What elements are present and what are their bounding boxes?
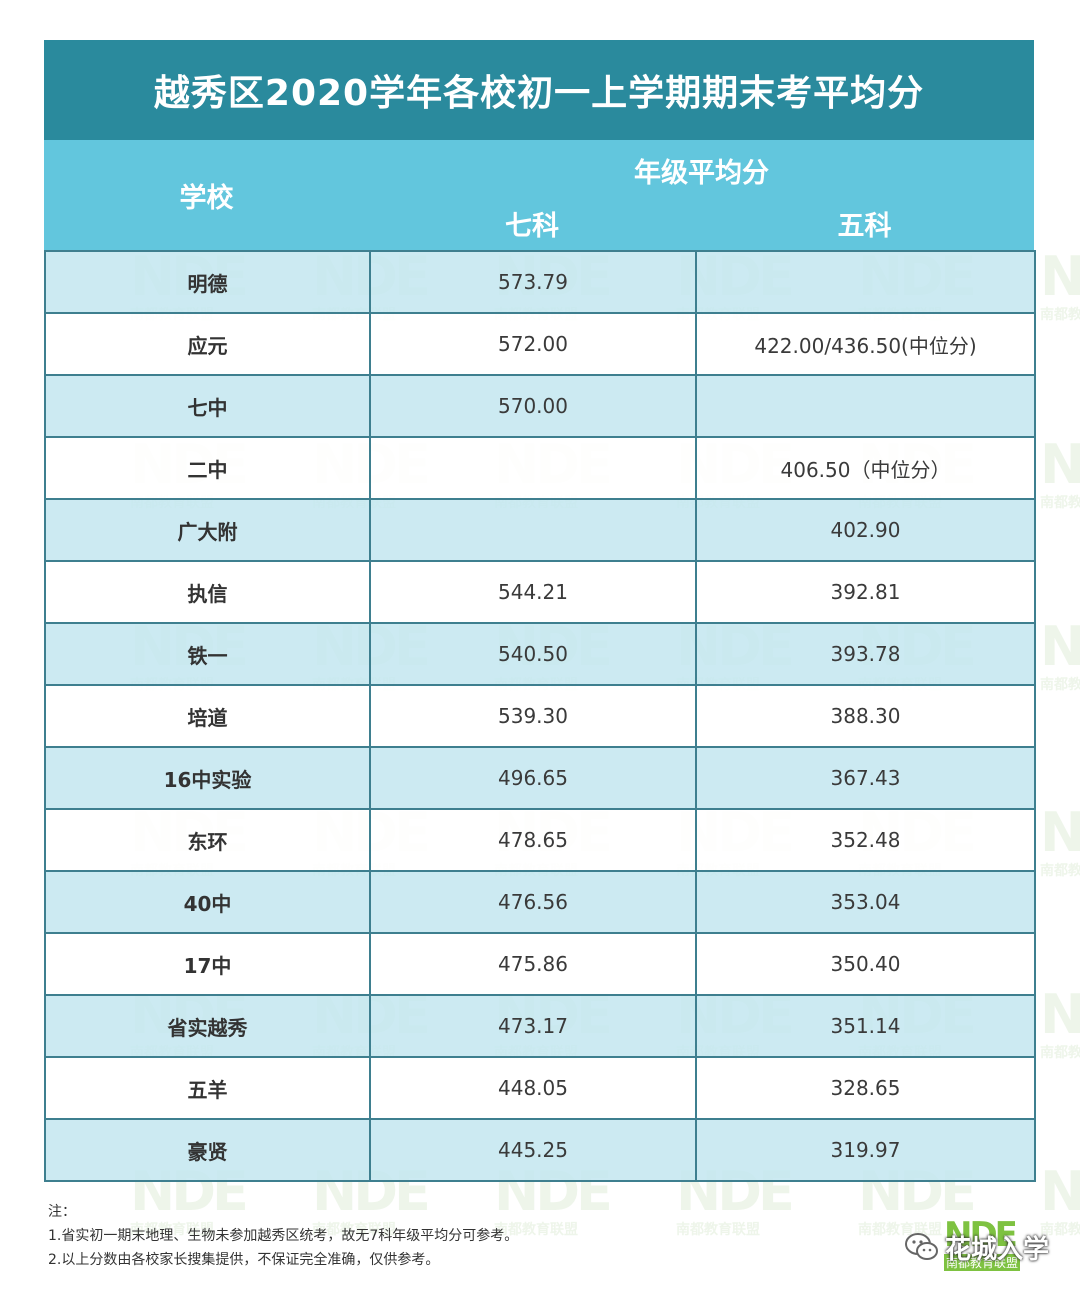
score-table: 越秀区2020学年各校初一上学期期末考平均分 学校 年级平均分 七科 五科 明德… (44, 40, 1036, 1182)
seven-subject-score-cell (369, 436, 697, 500)
notes: 注： 1.省实初一期末地理、生物未参加越秀区统考，故无7科年级平均分可参考。 2… (48, 1200, 518, 1272)
five-subject-score-cell: 351.14 (695, 994, 1036, 1058)
school-cell: 广大附 (44, 498, 371, 562)
table-row: 40中 476.56 353.04 (44, 870, 1036, 934)
five-subject-score-cell: 350.40 (695, 932, 1036, 996)
five-subject-score-cell (695, 374, 1036, 438)
seven-subject-score-cell: 572.00 (369, 312, 697, 376)
school-cell: 二中 (44, 436, 371, 500)
school-cell: 铁一 (44, 622, 371, 686)
school-cell: 应元 (44, 312, 371, 376)
table-row: 东环 478.65 352.48 (44, 808, 1036, 872)
school-cell: 17中 (44, 932, 371, 996)
seven-subject-score-cell: 496.65 (369, 746, 697, 810)
table-row: 豪贤 445.25 319.97 (44, 1118, 1036, 1182)
table-row: 应元 572.00 422.00/436.50(中位分) (44, 312, 1036, 376)
note-line-2: 2.以上分数由各校家长搜集提供，不保证完全准确，仅供参考。 (48, 1252, 440, 1268)
table-title: 越秀区2020学年各校初一上学期期末考平均分 (44, 40, 1034, 140)
seven-subject-score-cell: 475.86 (369, 932, 697, 996)
header-grade-average: 年级平均分 (634, 157, 769, 189)
seven-subject-score-cell: 540.50 (369, 622, 697, 686)
table-row: 广大附 402.90 (44, 498, 1036, 562)
table-row: 二中 406.50（中位分） (44, 436, 1036, 500)
table-row: 16中实验 496.65 367.43 (44, 746, 1036, 810)
note-line-1: 1.省实初一期末地理、生物未参加越秀区统考，故无7科年级平均分可参考。 (48, 1228, 519, 1244)
table-row: 省实越秀 473.17 351.14 (44, 994, 1036, 1058)
table-row: 明德 573.79 (44, 250, 1036, 314)
school-cell: 40中 (44, 870, 371, 934)
five-subject-score-cell: 393.78 (695, 622, 1036, 686)
seven-subject-score-cell: 539.30 (369, 684, 697, 748)
nde-logo-subtitle: 南都教育联盟 (944, 1254, 1021, 1271)
header-seven-subjects: 七科 (505, 210, 559, 242)
five-subject-score-cell: 392.81 (695, 560, 1036, 624)
wechat-account-badge: 花城入学 (905, 1222, 1049, 1272)
seven-subject-score-cell: 448.05 (369, 1056, 697, 1120)
notes-label: 注： (48, 1204, 76, 1220)
table-row: 执信 544.21 392.81 (44, 560, 1036, 624)
five-subject-score-cell: 388.30 (695, 684, 1036, 748)
school-cell: 省实越秀 (44, 994, 371, 1058)
school-cell: 东环 (44, 808, 371, 872)
seven-subject-score-cell: 478.65 (369, 808, 697, 872)
seven-subject-score-cell: 473.17 (369, 994, 697, 1058)
school-cell: 16中实验 (44, 746, 371, 810)
school-cell: 豪贤 (44, 1118, 371, 1182)
five-subject-score-cell: 422.00/436.50(中位分) (695, 312, 1036, 376)
school-cell: 明德 (44, 250, 371, 314)
five-subject-score-cell: 353.04 (695, 870, 1036, 934)
header-school: 学校 (179, 182, 234, 214)
five-subject-score-cell: 406.50（中位分） (695, 436, 1036, 500)
nde-logo: NDE 南都教育联盟 (944, 1218, 1032, 1274)
five-subject-score-cell: 367.43 (695, 746, 1036, 810)
five-subject-score-cell (695, 250, 1036, 314)
table-header: 学校 年级平均分 七科 五科 (44, 140, 1034, 250)
table-row: 七中 570.00 (44, 374, 1036, 438)
score-table-body: 明德 573.79 应元 572.00 422.00/436.50(中位分) 七中 570.… (44, 250, 1036, 1182)
school-cell: 执信 (44, 560, 371, 624)
five-subject-score-cell: 352.48 (695, 808, 1036, 872)
header-five-subjects: 五科 (837, 210, 892, 242)
account-name: 花城入学 (945, 1234, 1050, 1265)
seven-subject-score-cell: 544.21 (369, 560, 697, 624)
seven-subject-score-cell (369, 498, 697, 562)
wechat-icon (905, 1233, 938, 1260)
table-row: 铁一 540.50 393.78 (44, 622, 1036, 686)
table-row: 培道 539.30 388.30 (44, 684, 1036, 748)
school-cell: 七中 (44, 374, 371, 438)
nde-logo-mark: NDE (944, 1215, 1018, 1255)
table-row: 17中 475.86 350.40 (44, 932, 1036, 996)
five-subject-score-cell: 328.65 (695, 1056, 1036, 1120)
school-cell: 培道 (44, 684, 371, 748)
school-cell: 五羊 (44, 1056, 371, 1120)
seven-subject-score-cell: 476.56 (369, 870, 697, 934)
seven-subject-score-cell: 445.25 (369, 1118, 697, 1182)
five-subject-score-cell: 319.97 (695, 1118, 1036, 1182)
five-subject-score-cell: 402.90 (695, 498, 1036, 562)
seven-subject-score-cell: 570.00 (369, 374, 697, 438)
seven-subject-score-cell: 573.79 (369, 250, 697, 314)
table-row: 五羊 448.05 328.65 (44, 1056, 1036, 1120)
